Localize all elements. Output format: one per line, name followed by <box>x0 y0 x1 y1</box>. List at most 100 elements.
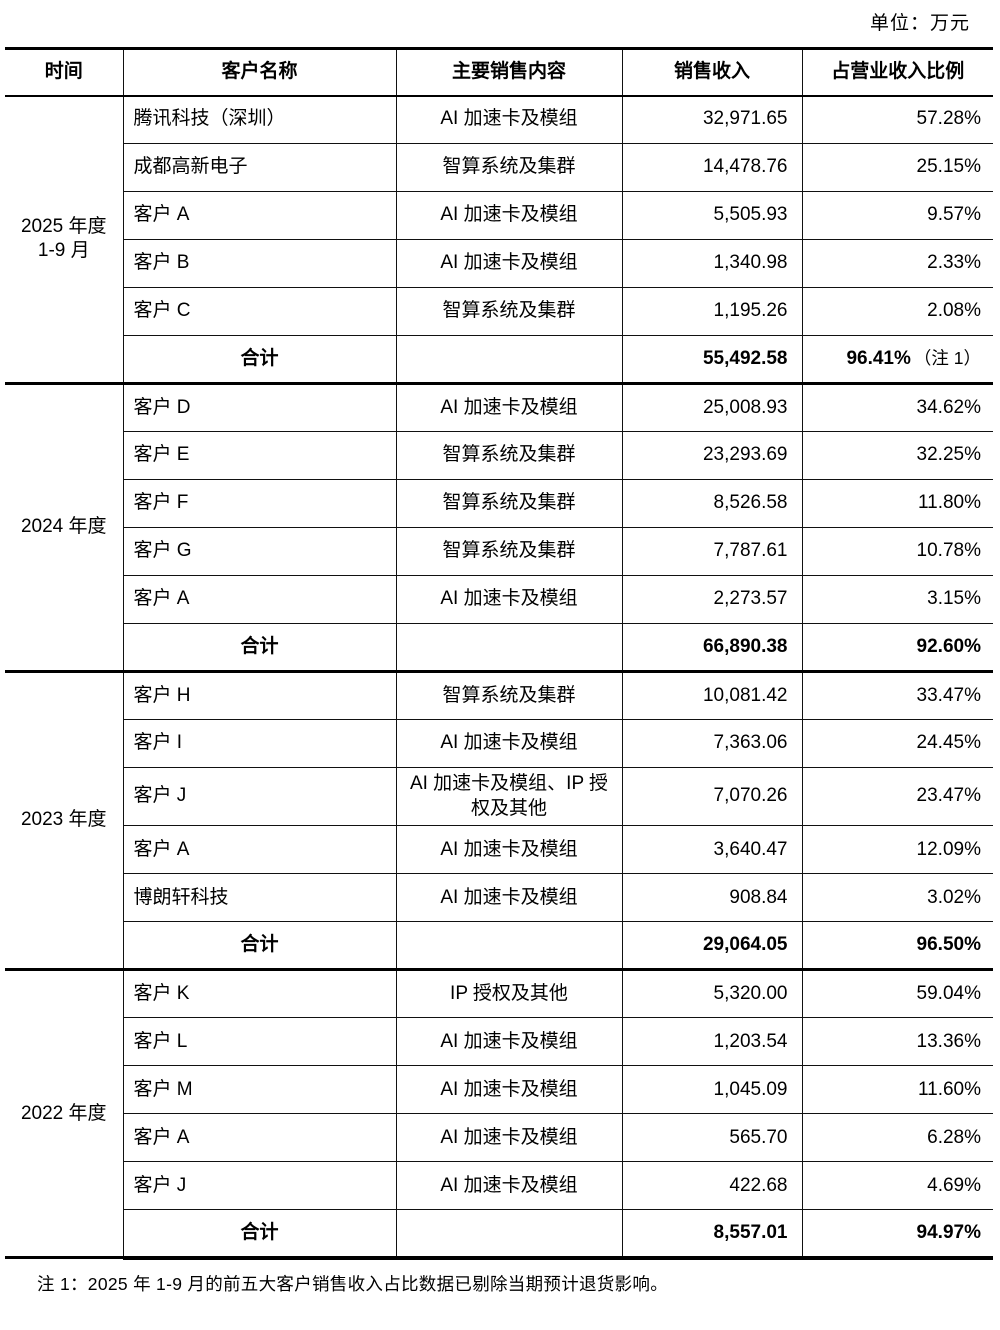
total-label: 合计 <box>122 623 397 673</box>
sales-revenue: 14,478.76 <box>621 143 803 192</box>
revenue-ratio: 57.28% <box>801 95 993 144</box>
sales-content: 智算系统及集群 <box>395 479 623 528</box>
empty-cell <box>395 623 623 673</box>
customer-name: 腾讯科技（深圳） <box>122 95 397 144</box>
customer-name: 客户 C <box>122 287 397 336</box>
customer-name: 客户 F <box>122 479 397 528</box>
revenue-ratio: 32.25% <box>801 431 993 480</box>
customer-name: 客户 B <box>122 239 397 288</box>
customer-name: 客户 J <box>122 766 397 827</box>
sales-content: AI 加速卡及模组 <box>395 825 623 875</box>
sales-revenue: 1,340.98 <box>621 239 803 288</box>
footnote: 注 1：2025 年 1-9 月的前五大客户销售收入占比数据已剔除当期预计退货影… <box>37 1273 669 1294</box>
customer-name: 客户 A <box>122 575 397 624</box>
sales-content: AI 加速卡及模组 <box>395 1161 623 1211</box>
revenue-ratio: 9.57% <box>801 191 993 240</box>
revenue-ratio: 11.80% <box>801 479 993 528</box>
header-row: 时间 客户名称 主要销售内容 销售收入 占营业收入比例 <box>5 47 993 97</box>
total-label: 合计 <box>122 921 397 972</box>
sales-revenue: 32,971.65 <box>621 95 803 144</box>
revenue-ratio: 12.09% <box>801 825 993 875</box>
sales-content: AI 加速卡及模组 <box>395 191 623 240</box>
customer-name: 成都高新电子 <box>122 143 397 192</box>
column-header-time: 时间 <box>5 47 124 97</box>
customer-name: 客户 J <box>122 1161 397 1211</box>
sales-content: 智算系统及集群 <box>395 431 623 480</box>
table-body: 2025 年度 1-9 月腾讯科技（深圳） AI 加速卡及模组 32,971.65 57… <box>5 95 993 1260</box>
revenue-ratio: 2.08% <box>801 287 993 336</box>
sales-revenue: 2,273.57 <box>621 575 803 624</box>
revenue-ratio: 59.04% <box>801 969 993 1019</box>
total-ratio: 92.60% <box>801 623 993 673</box>
sales-revenue: 908.84 <box>621 873 803 923</box>
revenue-ratio: 13.36% <box>801 1017 993 1067</box>
table-row: 客户 A AI 加速卡及模组 3,640.47 12.09% <box>5 825 993 875</box>
sales-revenue: 1,203.54 <box>621 1017 803 1067</box>
total-ratio-value: 92.60% <box>916 635 981 657</box>
customer-name: 客户 L <box>122 1017 397 1067</box>
sales-content: IP 授权及其他 <box>395 969 623 1019</box>
table-row: 客户 J AI 加速卡及模组 422.68 4.69% <box>5 1161 993 1211</box>
sales-content: AI 加速卡及模组 <box>395 1065 623 1115</box>
revenue-ratio: 23.47% <box>801 766 993 827</box>
sales-content: 智算系统及集群 <box>395 671 623 720</box>
table-row: 客户 L AI 加速卡及模组 1,203.54 13.36% <box>5 1017 993 1067</box>
table-row: 2022 年度 客户 K IP 授权及其他 5,320.00 59.04% <box>5 969 993 1260</box>
customer-name: 客户 H <box>122 671 397 720</box>
revenue-ratio: 6.28% <box>801 1113 993 1163</box>
total-row: 合计 29,064.05 96.50% <box>5 921 993 972</box>
total-label: 合计 <box>122 1209 397 1260</box>
table-row: 客户 I AI 加速卡及模组 7,363.06 24.45% <box>5 719 993 768</box>
customer-name: 客户 E <box>122 431 397 480</box>
sales-content: 智算系统及集群 <box>395 287 623 336</box>
sales-content: 智算系统及集群 <box>395 143 623 192</box>
table-row: 客户 J AI 加速卡及模组、IP 授权及其他 7,070.26 23.47% <box>5 766 993 827</box>
revenue-ratio: 25.15% <box>801 143 993 192</box>
table-row: 客户 C 智算系统及集群 1,195.26 2.08% <box>5 287 993 336</box>
sales-revenue: 25,008.93 <box>621 383 803 432</box>
table-row: 2025 年度 1-9 月腾讯科技（深圳） AI 加速卡及模组 32,971.65 57… <box>5 95 993 385</box>
revenue-ratio: 3.02% <box>801 873 993 923</box>
sales-content: AI 加速卡及模组、IP 授权及其他 <box>395 766 623 827</box>
table-row: 客户 A AI 加速卡及模组 565.70 6.28% <box>5 1113 993 1163</box>
column-header-sales-content: 主要销售内容 <box>395 47 623 97</box>
customer-name: 客户 A <box>122 191 397 240</box>
sales-content: AI 加速卡及模组 <box>395 1113 623 1163</box>
total-label: 合计 <box>122 335 397 385</box>
table-header: 时间 客户名称 主要销售内容 销售收入 占营业收入比例 <box>5 47 993 97</box>
revenue-ratio: 4.69% <box>801 1161 993 1211</box>
sales-content: AI 加速卡及模组 <box>395 239 623 288</box>
revenue-ratio: 2.33% <box>801 239 993 288</box>
table-row: 客户 M AI 加速卡及模组 1,045.09 11.60% <box>5 1065 993 1115</box>
sales-revenue: 7,787.61 <box>621 527 803 576</box>
period-line: 2024 年度 <box>20 516 107 538</box>
sales-revenue: 7,363.06 <box>621 719 803 768</box>
sales-revenue: 565.70 <box>621 1113 803 1163</box>
table-row: 成都高新电子 智算系统及集群 14,478.76 25.15% <box>5 143 993 192</box>
customer-name: 博朗轩科技 <box>122 873 397 923</box>
total-ratio: 96.50% <box>801 921 993 972</box>
revenue-ratio: 33.47% <box>801 671 993 720</box>
sales-revenue: 23,293.69 <box>621 431 803 480</box>
table-row: 2024 年度 客户 D AI 加速卡及模组 25,008.93 34.62% <box>5 383 993 673</box>
customer-name: 客户 I <box>122 719 397 768</box>
total-ratio-value: 94.97% <box>916 1221 981 1243</box>
sales-revenue: 8,526.58 <box>621 479 803 528</box>
sales-content: AI 加速卡及模组 <box>395 873 623 923</box>
customer-name: 客户 G <box>122 527 397 576</box>
sales-revenue: 5,505.93 <box>621 191 803 240</box>
period-line: 2025 年度 <box>20 215 107 237</box>
top-customers-table: 时间 客户名称 主要销售内容 销售收入 占营业收入比例 2025 年度 1-9 月… <box>5 47 993 1260</box>
sales-content: AI 加速卡及模组 <box>395 575 623 624</box>
period-line: 2023 年度 <box>20 809 107 831</box>
table-row: 客户 F 智算系统及集群 8,526.58 11.80% <box>5 479 993 528</box>
table-row: 客户 G 智算系统及集群 7,787.61 10.78% <box>5 527 993 576</box>
empty-cell <box>395 921 623 972</box>
empty-cell <box>395 335 623 385</box>
total-revenue: 66,890.38 <box>621 623 803 673</box>
sales-content: AI 加速卡及模组 <box>395 383 623 432</box>
revenue-ratio: 3.15% <box>801 575 993 624</box>
revenue-ratio: 24.45% <box>801 719 993 768</box>
period-line: 2022 年度 <box>20 1102 107 1124</box>
